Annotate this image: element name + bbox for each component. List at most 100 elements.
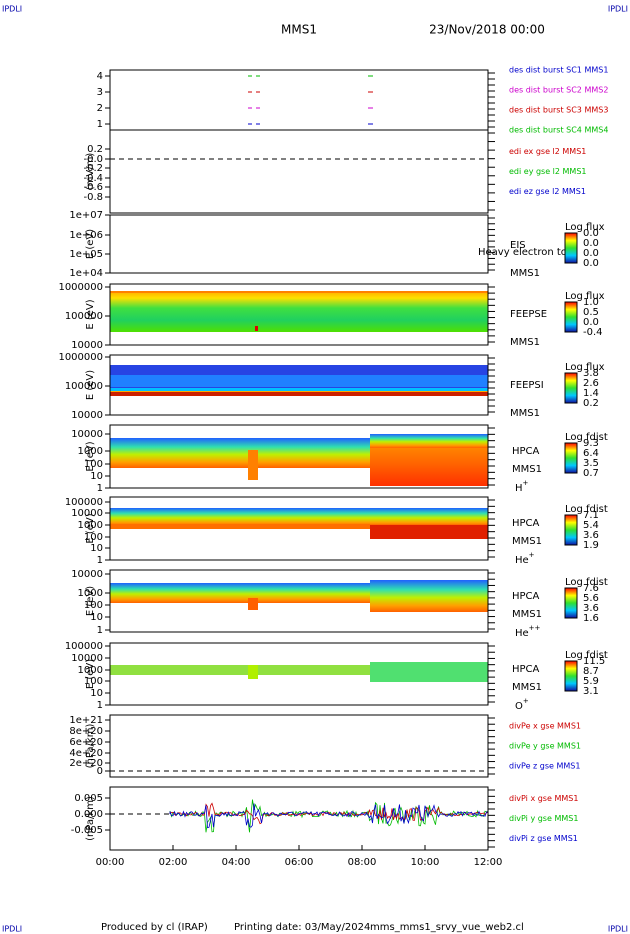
y-tick-label: 1 [97, 555, 103, 566]
colorbar-label: -0.4 [583, 327, 603, 338]
y-tick-label: 0.2 [87, 144, 103, 155]
colorbar-label: 7.1 [583, 510, 599, 521]
colorbar-title: Log flux [565, 362, 605, 373]
panel-frame [109, 642, 489, 706]
colorbar-label: 5.6 [583, 593, 599, 604]
y-axis-label: E (eV) [85, 229, 96, 259]
y-tick-label: 1e+04 [69, 268, 103, 279]
colorbar [564, 301, 578, 333]
species-label: He+ [515, 551, 535, 566]
colorbar-label: 0.0 [583, 258, 599, 269]
y-tick-label: 1000 [78, 588, 103, 599]
instrument-label: FEEPSI [510, 380, 544, 391]
y-tick-label: 100000 [65, 497, 103, 508]
y-tick-label: 10000 [71, 508, 103, 519]
y-tick-label: 1000000 [58, 352, 103, 363]
colorbar-title: Log fdist [565, 650, 608, 661]
y-tick-label: 100 [84, 676, 103, 687]
instrument-label: MMS1 [512, 609, 542, 620]
colorbar-label: 2.6 [583, 378, 599, 389]
panel-frame [109, 424, 489, 489]
y-tick-label: 10000 [71, 340, 103, 351]
colorbar-label: 0.7 [583, 468, 599, 479]
colorbar-label: 3.1 [583, 686, 599, 697]
colorbar-title: Log fdist [565, 577, 608, 588]
footer-file: mms_mms1_srvy_vue_web2.cl [370, 922, 524, 933]
colorbar-label: 0.0 [583, 238, 599, 249]
x-tick-label: 02:00 [159, 857, 188, 868]
species: O [515, 701, 523, 712]
corner-label: IPDLI [608, 5, 628, 14]
title: MMS1 [281, 23, 317, 37]
legend-entry: edi ey gse l2 MMS1 [509, 167, 587, 176]
y-tick-label: 1e+05 [69, 249, 103, 260]
instrument-label: HPCA [512, 446, 540, 457]
spectrograms [110, 75, 489, 833]
y-axis-label: E (eV) [85, 370, 96, 400]
colorbar-label: 11.5 [583, 656, 605, 667]
panel-frame [109, 283, 489, 346]
colorbar-label: 0.5 [583, 307, 599, 318]
y-tick-label: -0.8 [83, 192, 103, 203]
y-tick-label: 100 [84, 600, 103, 611]
colorbar-label: 0.0 [583, 248, 599, 259]
y-tick-label: 1 [97, 625, 103, 636]
y-tick-label: 1e+21 [69, 715, 103, 726]
x-tick-label: 00:00 [96, 857, 125, 868]
colorbar-label: 3.6 [583, 603, 599, 614]
y-tick-label: 8e+20 [69, 726, 103, 737]
panel-frame [109, 496, 489, 561]
y-tick-label: -0.2 [83, 163, 103, 174]
instrument-label: EIS [510, 240, 526, 251]
colorbar [564, 514, 578, 546]
noise-trace [169, 803, 489, 829]
y-tick-label: 1 [97, 700, 103, 711]
y-tick-label: 10000 [71, 569, 103, 580]
legend-entry: edi ex gse l2 MMS1 [509, 147, 586, 156]
y-tick-label: 4 [97, 71, 103, 82]
x-tick-label: 08:00 [348, 857, 377, 868]
colorbar [564, 372, 578, 404]
colorbar-label: 7.6 [583, 583, 599, 594]
legend-entry: divPe y gse MMS1 [509, 742, 581, 751]
instrument-label: MMS1 [512, 682, 542, 693]
y-tick-label: 10 [90, 612, 103, 623]
footer-producer: Produced by cl (IRAP) [101, 922, 208, 933]
colorbar-label: 3.5 [583, 458, 599, 469]
corner-label: IPDLI [2, 5, 22, 14]
species: He [515, 555, 529, 566]
species-charge: + [523, 697, 529, 705]
y-axis-label: (nPa/km) [85, 724, 96, 769]
panel-frame [109, 69, 489, 131]
y-tick-label: 10 [90, 471, 103, 482]
instrument-label: MMS1 [510, 268, 540, 279]
y-tick-label: 100 [84, 532, 103, 543]
legend-entry: divPi y gse MMS1 [509, 814, 578, 823]
species-label: He++ [515, 624, 541, 639]
y-tick-label: 6e+20 [69, 737, 103, 748]
legend-entry: divPi x gse MMS1 [509, 794, 578, 803]
legend-entry: des dist burst SC1 MMS1 [509, 66, 608, 75]
panel-frame [109, 786, 489, 851]
species-label: O+ [515, 697, 529, 712]
corner-label: IPDLI [608, 925, 628, 934]
colorbar-title: Log fdist [565, 432, 608, 443]
panel-frame [109, 714, 489, 778]
y-axis-label: E (eV) [85, 586, 96, 616]
y-axis-label: E (eV) [85, 659, 96, 689]
y-tick-label: 2e+20 [69, 758, 103, 769]
species-charge: ++ [529, 624, 541, 632]
y-tick-label: -0.6 [83, 182, 103, 193]
instrument-label: FEEPSE [510, 309, 547, 320]
y-tick-label: 100 [84, 459, 103, 470]
species-charge: + [529, 551, 535, 559]
noise-trace [169, 799, 489, 833]
colorbar-title: Log flux [565, 222, 605, 233]
y-tick-label: 10 [90, 688, 103, 699]
colorbar [564, 587, 578, 619]
legend-entry: des dist burst SC2 MMS2 [509, 86, 608, 95]
y-tick-label: 1e+07 [69, 210, 103, 221]
colorbar-label: 9.3 [583, 438, 599, 449]
colorbar [564, 232, 578, 264]
y-tick-label: 1000000 [58, 282, 103, 293]
